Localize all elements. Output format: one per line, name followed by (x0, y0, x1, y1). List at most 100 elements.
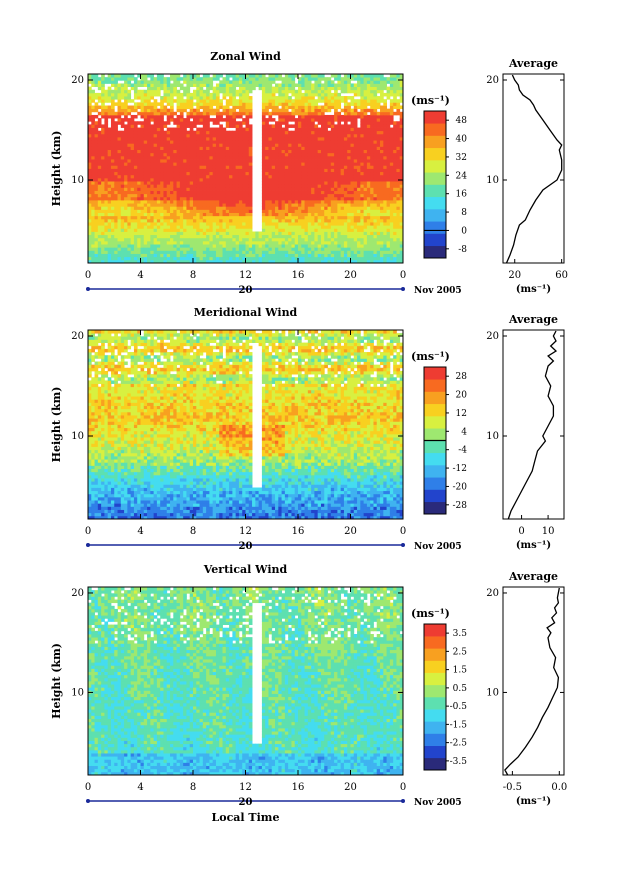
heatmap-cell (307, 143, 312, 147)
heatmap-cell (94, 244, 99, 248)
heatmap-cell (337, 96, 342, 100)
heatmap-cell (222, 146, 227, 150)
heatmap-cell (311, 256, 315, 261)
heatmap-cell (337, 127, 342, 132)
heatmap-cell (186, 124, 191, 128)
heatmap-cell (307, 86, 312, 91)
heatmap-cell (245, 237, 250, 242)
heatmap-cell (340, 206, 345, 210)
heatmap-cell (170, 193, 174, 198)
heatmap-cell (209, 206, 214, 210)
heatmap-cell (222, 225, 227, 229)
heatmap-cell (101, 250, 105, 254)
heatmap-cell (97, 174, 102, 179)
heatmap-cell (107, 92, 112, 97)
heatmap-cell (320, 225, 325, 229)
heatmap-cell (229, 86, 233, 91)
heatmap-cell (360, 102, 365, 106)
heatmap-cell (212, 218, 217, 223)
heatmap-cell (271, 184, 276, 188)
heatmap-cell (337, 209, 342, 213)
heatmap-cell (130, 209, 135, 213)
heatmap-cell (124, 102, 128, 106)
heatmap-cell (343, 174, 348, 179)
heatmap-cell (271, 146, 276, 150)
heatmap-cell (330, 86, 335, 91)
heatmap-cell (258, 244, 263, 248)
heatmap-cell (360, 159, 365, 163)
heatmap-cell (350, 96, 355, 100)
heatmap-cell (147, 231, 151, 236)
heatmap-cell (314, 174, 319, 179)
heatmap-cell (117, 225, 122, 229)
heatmap-cell (261, 165, 266, 169)
heatmap-cell (238, 155, 243, 160)
heatmap-cell (278, 222, 282, 226)
heatmap-cell (291, 133, 296, 138)
heatmap-cell (104, 130, 109, 135)
heatmap-cell (337, 231, 342, 236)
heatmap-cell (363, 162, 368, 166)
heatmap-cell (179, 111, 184, 116)
heatmap-cell (298, 137, 302, 141)
heatmap-cell (370, 155, 374, 160)
heatmap-cell (265, 121, 269, 125)
heatmap-cell (288, 168, 292, 173)
heatmap-cell (183, 143, 187, 147)
heatmap-cell (353, 190, 358, 195)
heatmap-cell (330, 237, 335, 242)
heatmap-cell (298, 121, 302, 125)
heatmap-cell (163, 77, 168, 81)
heatmap-cell (143, 206, 148, 210)
heatmap-cell (311, 99, 315, 103)
heatmap-cell (291, 234, 296, 239)
heatmap-cell (373, 250, 378, 254)
heatmap-cell (288, 237, 292, 242)
heatmap-cell (124, 165, 128, 169)
heatmap-cell (363, 80, 368, 84)
heatmap-cell (212, 171, 217, 176)
heatmap-cell (261, 146, 266, 150)
heatmap-cell (301, 206, 305, 210)
heatmap-cell (232, 234, 237, 239)
heatmap-cell (284, 133, 289, 138)
heatmap-cell (304, 124, 309, 128)
heatmap-cell (117, 244, 122, 248)
heatmap-cell (278, 165, 282, 169)
heatmap-cell (166, 196, 171, 201)
heatmap-cell (298, 209, 302, 213)
heatmap-cell (363, 74, 368, 78)
heatmap-cell (317, 121, 322, 125)
heatmap-cell (91, 155, 95, 160)
heatmap-cell (242, 152, 246, 157)
heatmap-cell (347, 218, 351, 223)
heatmap-cell (163, 177, 168, 182)
heatmap-cell (97, 196, 102, 201)
heatmap-cell (353, 256, 358, 261)
heatmap-cell (265, 92, 269, 97)
heatmap-cell (307, 118, 312, 122)
heatmap-cell (360, 149, 365, 154)
heatmap-cell (248, 209, 253, 213)
heatmap-cell (107, 108, 112, 113)
heatmap-cell (366, 155, 371, 160)
heatmap-cell (376, 80, 381, 84)
heatmap-cell (176, 215, 181, 220)
heatmap-cell (380, 215, 384, 220)
heatmap-cell (124, 149, 128, 154)
heatmap-cell (114, 102, 118, 106)
heatmap-cell (173, 231, 177, 236)
heatmap-cell (107, 244, 112, 248)
heatmap-cell (170, 99, 174, 103)
heatmap-cell (104, 181, 109, 185)
heatmap-cell (150, 203, 155, 207)
heatmap-cell (284, 244, 289, 248)
heatmap-cell (324, 253, 328, 258)
heatmap-cell (199, 250, 204, 254)
heatmap-cell (133, 231, 138, 236)
heatmap-cell (219, 86, 223, 91)
heatmap-cell (140, 218, 145, 223)
heatmap-cell (130, 162, 135, 166)
heatmap-cell (130, 105, 135, 110)
heatmap-cell (160, 259, 164, 264)
